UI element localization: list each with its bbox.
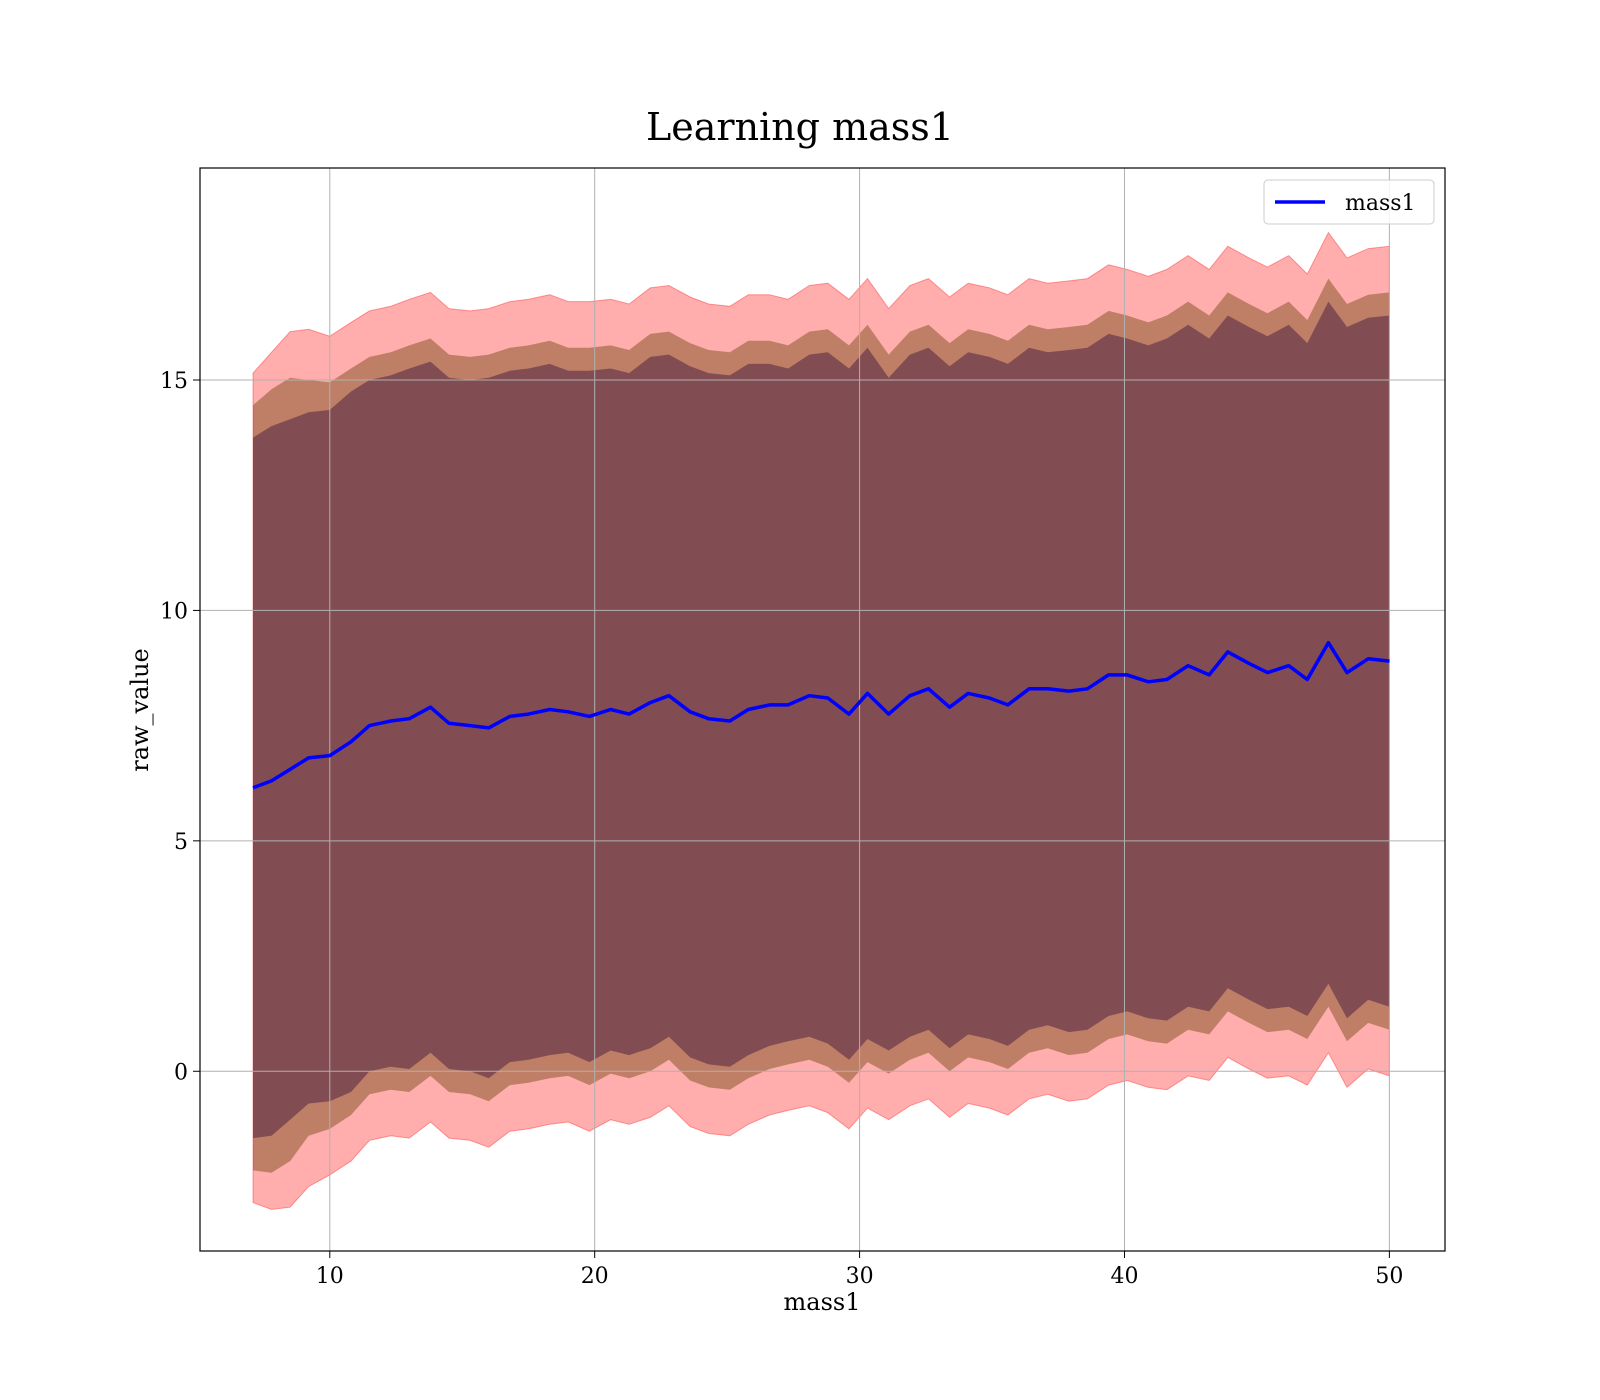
band-inner bbox=[253, 301, 1390, 1139]
series-line-mass1 bbox=[252, 640, 1390, 790]
plot-frame bbox=[199, 167, 1446, 1252]
y-tick-label: 10 bbox=[160, 599, 188, 624]
x-tick-label: 20 bbox=[581, 1264, 609, 1289]
x-tick-label: 10 bbox=[316, 1264, 344, 1289]
uncertainty-bands bbox=[252, 231, 1390, 1211]
y-tick-label: 5 bbox=[174, 830, 188, 855]
series-lines bbox=[252, 640, 1390, 790]
x-tick-label: 50 bbox=[1375, 1264, 1403, 1289]
x-tick-label: 30 bbox=[846, 1264, 874, 1289]
y-tick-label: 0 bbox=[174, 1060, 188, 1085]
y-axis-ticks: 0 5 10 15 bbox=[160, 369, 200, 1085]
legend-frame bbox=[1263, 179, 1435, 225]
chart-title: Learning mass1 bbox=[646, 105, 954, 149]
legend-label-mass1: mass1 bbox=[1345, 191, 1416, 216]
y-axis-label: raw_value bbox=[126, 648, 154, 772]
x-axis-label: mass1 bbox=[784, 1288, 861, 1316]
legend: mass1 bbox=[1263, 179, 1435, 225]
y-tick-label: 15 bbox=[160, 369, 188, 394]
x-tick-label: 40 bbox=[1110, 1264, 1138, 1289]
x-axis-ticks: 10 20 30 40 50 bbox=[316, 1251, 1403, 1289]
grid bbox=[200, 168, 1445, 1251]
